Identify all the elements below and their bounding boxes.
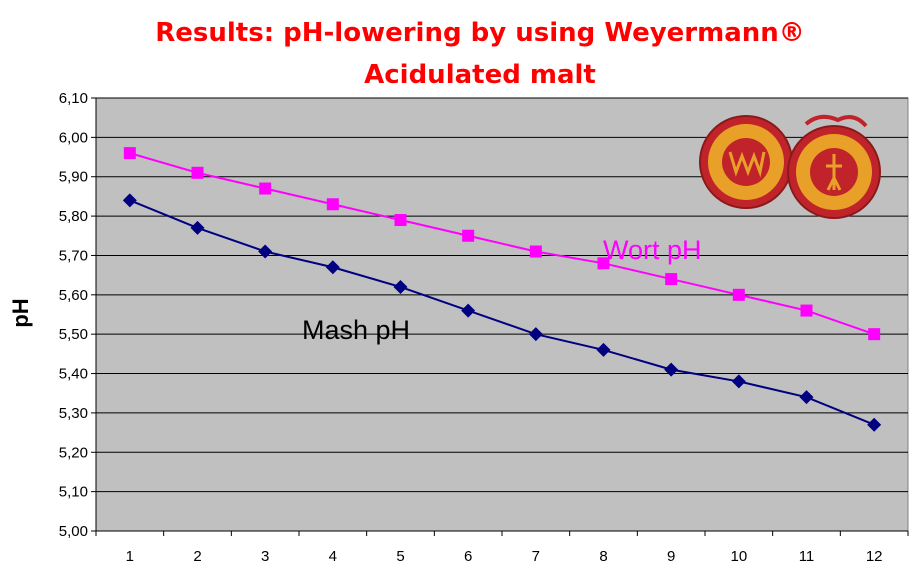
data-point-diamond	[461, 303, 476, 318]
data-point-square	[800, 304, 813, 317]
x-tick-label: 8	[599, 548, 607, 565]
x-tick-label: 12	[866, 548, 883, 565]
x-tick-label: 4	[329, 548, 337, 565]
data-point-diamond	[731, 374, 746, 389]
data-point-diamond	[325, 260, 340, 275]
data-point-diamond	[393, 279, 408, 294]
data-point-square	[868, 328, 881, 341]
data-point-square	[123, 147, 136, 160]
series-line	[129, 152, 875, 336]
series-label-mash: Mash pH	[302, 315, 410, 345]
y-tick-label: 5,70	[59, 247, 88, 264]
data-point-square	[597, 257, 610, 270]
data-point-diamond	[528, 327, 543, 342]
y-tick-label: 5,40	[59, 366, 88, 383]
data-point-square	[394, 214, 407, 227]
y-axis-label: pH	[8, 298, 33, 327]
data-point-square	[665, 273, 678, 286]
x-tick-label: 10	[730, 548, 747, 565]
data-point-diamond	[190, 220, 205, 235]
y-tick-label: 5,30	[59, 405, 88, 422]
x-tick-label: 6	[464, 548, 472, 565]
x-tick-label: 5	[396, 548, 404, 565]
x-tick-label: 9	[667, 548, 675, 565]
data-point-square	[191, 166, 204, 179]
data-point-diamond	[664, 362, 679, 377]
x-tick-label: 7	[532, 548, 540, 565]
x-tick-label: 11	[799, 548, 815, 565]
data-point-square	[529, 245, 542, 258]
right-seal-icon	[787, 114, 881, 219]
data-point-square	[259, 182, 272, 195]
chart-title: Results: pH-lowering by using Weyermann®	[155, 18, 805, 48]
y-axis: 5,00 5,10 5,20 5,30 5,40 5,50 5,60 5,70 5,80 5,90…	[59, 90, 97, 540]
series-line	[129, 199, 875, 426]
data-point-square	[326, 198, 339, 211]
y-tick-label: 5,50	[59, 326, 88, 343]
y-tick-label: 5,80	[59, 208, 88, 225]
data-point-square	[732, 288, 745, 301]
gridlines	[96, 97, 908, 493]
y-tick-label: 5,20	[59, 444, 88, 461]
y-tick-label: 6,10	[59, 90, 88, 107]
weyermann-logo	[699, 114, 881, 219]
data-point-diamond	[122, 193, 137, 208]
data-point-diamond	[258, 244, 273, 259]
x-tick-label: 2	[193, 548, 201, 565]
series-label-wort: Wort pH	[603, 235, 702, 265]
data-point-diamond	[799, 390, 814, 405]
data-point-diamond	[596, 342, 611, 357]
y-tick-label: 5,60	[59, 287, 88, 304]
series-wort	[123, 147, 881, 341]
data-point-square	[462, 229, 475, 242]
data-point-diamond	[867, 417, 882, 432]
chart-subtitle: Acidulated malt	[364, 60, 596, 90]
x-tick-label: 3	[261, 548, 269, 565]
y-tick-label: 5,90	[59, 169, 88, 186]
y-tick-label: 5,10	[59, 484, 88, 501]
left-seal-icon	[699, 115, 793, 209]
y-tick-label: 5,00	[59, 523, 88, 540]
series-mash	[122, 193, 882, 432]
x-axis: 1 2 3 4 5 6 7 8 9 10 11 12	[95, 530, 909, 565]
x-tick-label: 1	[126, 548, 134, 565]
y-tick-label: 6,00	[59, 129, 88, 146]
